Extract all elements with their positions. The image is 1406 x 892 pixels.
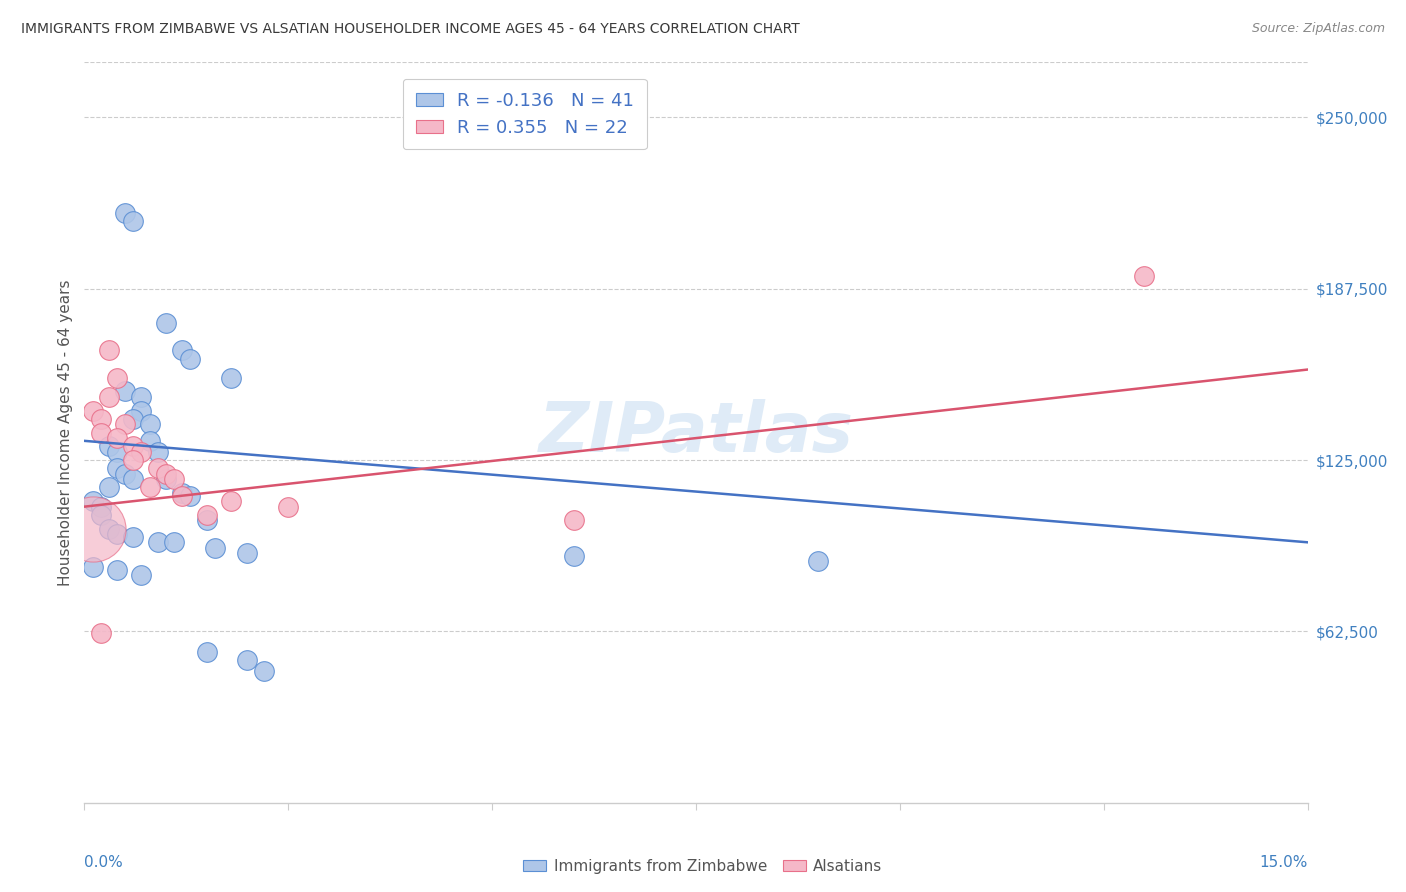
Point <box>122 214 145 228</box>
Legend: Immigrants from Zimbabwe, Alsatians: Immigrants from Zimbabwe, Alsatians <box>517 853 889 880</box>
Point <box>195 513 218 527</box>
Point <box>131 390 153 404</box>
Text: 15.0%: 15.0% <box>1260 855 1308 870</box>
Point <box>114 384 136 399</box>
Point <box>97 480 120 494</box>
Point <box>122 412 145 426</box>
Point <box>105 563 128 577</box>
Point <box>105 431 128 445</box>
Point <box>122 472 145 486</box>
Point <box>172 489 194 503</box>
Point <box>105 371 128 385</box>
Point <box>1133 269 1156 284</box>
Point <box>219 494 242 508</box>
Point <box>163 472 186 486</box>
Point <box>562 513 585 527</box>
Point <box>179 489 201 503</box>
Point <box>138 480 160 494</box>
Point <box>82 522 104 536</box>
Point <box>195 508 218 522</box>
Point <box>155 467 177 481</box>
Point <box>562 549 585 563</box>
Point <box>97 390 120 404</box>
Text: Source: ZipAtlas.com: Source: ZipAtlas.com <box>1251 22 1385 36</box>
Point <box>131 403 153 417</box>
Point <box>146 535 169 549</box>
Point <box>114 417 136 432</box>
Text: ZIPatlas: ZIPatlas <box>538 399 853 467</box>
Point <box>105 445 128 459</box>
Point <box>114 206 136 220</box>
Point <box>97 343 120 358</box>
Point <box>146 461 169 475</box>
Point <box>807 554 830 568</box>
Point <box>155 316 177 330</box>
Point <box>90 508 112 522</box>
Point <box>236 546 259 560</box>
Point <box>277 500 299 514</box>
Point <box>122 453 145 467</box>
Y-axis label: Householder Income Ages 45 - 64 years: Householder Income Ages 45 - 64 years <box>58 279 73 586</box>
Point <box>163 535 186 549</box>
Point <box>122 439 145 453</box>
Point <box>253 664 276 678</box>
Point <box>146 445 169 459</box>
Point <box>90 500 112 514</box>
Point <box>179 351 201 366</box>
Point <box>90 412 112 426</box>
Point <box>195 645 218 659</box>
Point <box>131 445 153 459</box>
Point <box>204 541 226 555</box>
Point <box>97 439 120 453</box>
Point <box>90 425 112 440</box>
Point <box>138 417 160 432</box>
Point <box>122 530 145 544</box>
Legend: R = -0.136   N = 41, R = 0.355   N = 22: R = -0.136 N = 41, R = 0.355 N = 22 <box>404 78 647 149</box>
Point <box>131 568 153 582</box>
Point <box>236 653 259 667</box>
Text: IMMIGRANTS FROM ZIMBABWE VS ALSATIAN HOUSEHOLDER INCOME AGES 45 - 64 YEARS CORRE: IMMIGRANTS FROM ZIMBABWE VS ALSATIAN HOU… <box>21 22 800 37</box>
Point <box>155 472 177 486</box>
Point <box>82 560 104 574</box>
Point <box>114 467 136 481</box>
Point <box>90 625 112 640</box>
Point <box>97 522 120 536</box>
Point <box>138 434 160 448</box>
Point <box>172 486 194 500</box>
Point <box>172 343 194 358</box>
Point <box>105 527 128 541</box>
Point <box>82 494 104 508</box>
Text: 0.0%: 0.0% <box>84 855 124 870</box>
Point <box>82 403 104 417</box>
Point <box>219 371 242 385</box>
Point <box>105 461 128 475</box>
